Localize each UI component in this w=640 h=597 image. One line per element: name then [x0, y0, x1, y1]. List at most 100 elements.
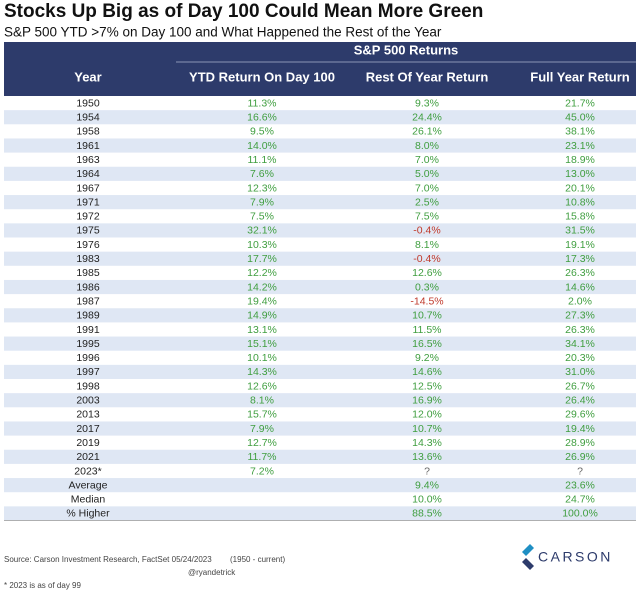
return-cell: ? — [577, 465, 583, 477]
note: * 2023 is as of day 99 — [4, 581, 81, 590]
return-cell: 9.3% — [415, 97, 439, 109]
return-cell: 8.0% — [415, 140, 439, 152]
year-cell: 2013 — [76, 409, 100, 421]
return-cell: 19.4% — [247, 295, 277, 307]
return-cell: 9.5% — [250, 126, 274, 138]
return-cell: -14.5% — [410, 295, 443, 307]
row-stripe — [4, 110, 636, 125]
return-cell: 19.4% — [565, 423, 595, 435]
return-cell: 7.0% — [415, 182, 439, 194]
return-cell: 26.9% — [565, 451, 595, 463]
return-cell: 11.7% — [248, 451, 277, 463]
title: Stocks Up Big as of Day 100 Could Mean M… — [4, 1, 483, 22]
row-stripe — [4, 336, 636, 351]
summary-cell: 9.4% — [415, 479, 439, 491]
return-cell: 28.9% — [565, 437, 595, 449]
return-cell: 17.7% — [247, 253, 277, 265]
return-cell: 2.5% — [415, 196, 439, 208]
summary-cell: 10.0% — [412, 494, 442, 506]
return-cell: 10.3% — [247, 239, 277, 251]
return-cell: 0.3% — [415, 281, 439, 293]
return-cell: 19.1% — [565, 239, 595, 251]
year-cell: 1958 — [76, 126, 100, 138]
return-cell: 16.5% — [412, 338, 442, 350]
return-cell: 27.3% — [565, 310, 595, 322]
return-cell: 26.1% — [412, 126, 442, 138]
year-cell: 1971 — [76, 196, 100, 208]
year-cell: 2003 — [76, 395, 100, 407]
return-cell: 7.2% — [250, 465, 274, 477]
return-cell: 7.5% — [250, 211, 274, 223]
return-cell: 7.9% — [250, 196, 274, 208]
return-cell: 14.6% — [565, 281, 595, 293]
return-cell: ? — [424, 465, 430, 477]
year-cell: 1975 — [76, 225, 100, 237]
return-cell: 10.7% — [412, 423, 442, 435]
return-cell: 29.6% — [565, 409, 595, 421]
return-cell: 45.0% — [565, 112, 595, 124]
logo-icon — [522, 544, 534, 570]
row-stripe — [4, 138, 636, 153]
column-header: Full Year Return — [530, 69, 630, 84]
row-stripe — [4, 279, 636, 295]
column-header: YTD Return On Day 100 — [189, 69, 335, 84]
return-cell: 17.3% — [565, 253, 595, 265]
return-cell: 10.8% — [565, 196, 595, 208]
range: (1950 - current) — [230, 555, 285, 564]
return-cell: 8.1% — [415, 239, 439, 251]
header-band — [4, 42, 636, 96]
year-cell: 1972 — [76, 211, 100, 223]
row-stripe — [4, 364, 636, 379]
return-cell: 26.3% — [565, 324, 595, 336]
year-cell: 1954 — [76, 112, 100, 124]
return-cell: 10.1% — [247, 352, 277, 364]
return-cell: 26.7% — [565, 380, 595, 392]
year-cell: 1963 — [76, 154, 100, 166]
return-cell: 34.1% — [565, 338, 595, 350]
return-cell: 15.1% — [247, 338, 277, 350]
column-header: Rest Of Year Return — [366, 69, 489, 84]
group-header: S&P 500 Returns — [354, 42, 459, 57]
year-cell: 1998 — [76, 380, 100, 392]
year-cell: 1950 — [76, 97, 100, 109]
return-cell: 7.9% — [250, 423, 274, 435]
return-cell: 7.6% — [250, 168, 274, 180]
year-cell: 2021 — [76, 451, 100, 463]
return-cell: 13.0% — [565, 168, 595, 180]
return-cell: 31.5% — [565, 225, 595, 237]
return-cell: 13.1% — [247, 324, 277, 336]
year-cell: 1961 — [76, 140, 100, 152]
return-cell: 38.1% — [565, 126, 595, 138]
summary-cell: 88.5% — [412, 508, 442, 520]
column-header: Year — [74, 69, 101, 84]
summary-label: % Higher — [66, 508, 110, 520]
year-cell: 2017 — [76, 423, 100, 435]
return-cell: 14.3% — [247, 366, 277, 378]
year-cell: 1996 — [76, 352, 100, 364]
year-cell: 2019 — [76, 437, 100, 449]
return-cell: 12.2% — [247, 267, 277, 279]
return-cell: 11.1% — [248, 154, 277, 166]
return-cell: 14.6% — [412, 366, 442, 378]
year-cell: 1997 — [76, 366, 100, 378]
year-cell: 1995 — [76, 338, 100, 350]
row-stripe — [4, 223, 636, 238]
summary-label: Median — [71, 494, 106, 506]
year-cell: 1976 — [76, 239, 100, 251]
return-cell: 12.3% — [247, 182, 277, 194]
return-cell: 12.6% — [412, 267, 442, 279]
return-cell: 2.0% — [568, 295, 592, 307]
return-cell: 11.5% — [413, 324, 442, 336]
return-cell: 7.5% — [415, 211, 439, 223]
summary-cell: 100.0% — [562, 508, 598, 520]
return-cell: 14.3% — [412, 437, 442, 449]
return-cell: 12.6% — [247, 380, 277, 392]
row-stripe — [4, 449, 636, 464]
return-cell: 23.1% — [565, 140, 595, 152]
summary-cell: 23.6% — [565, 479, 595, 491]
logo: CARSON — [538, 549, 613, 565]
return-cell: 24.4% — [412, 112, 442, 124]
return-cell: 7.0% — [415, 154, 439, 166]
return-cell: 26.3% — [565, 267, 595, 279]
summary-label: Average — [69, 479, 108, 491]
